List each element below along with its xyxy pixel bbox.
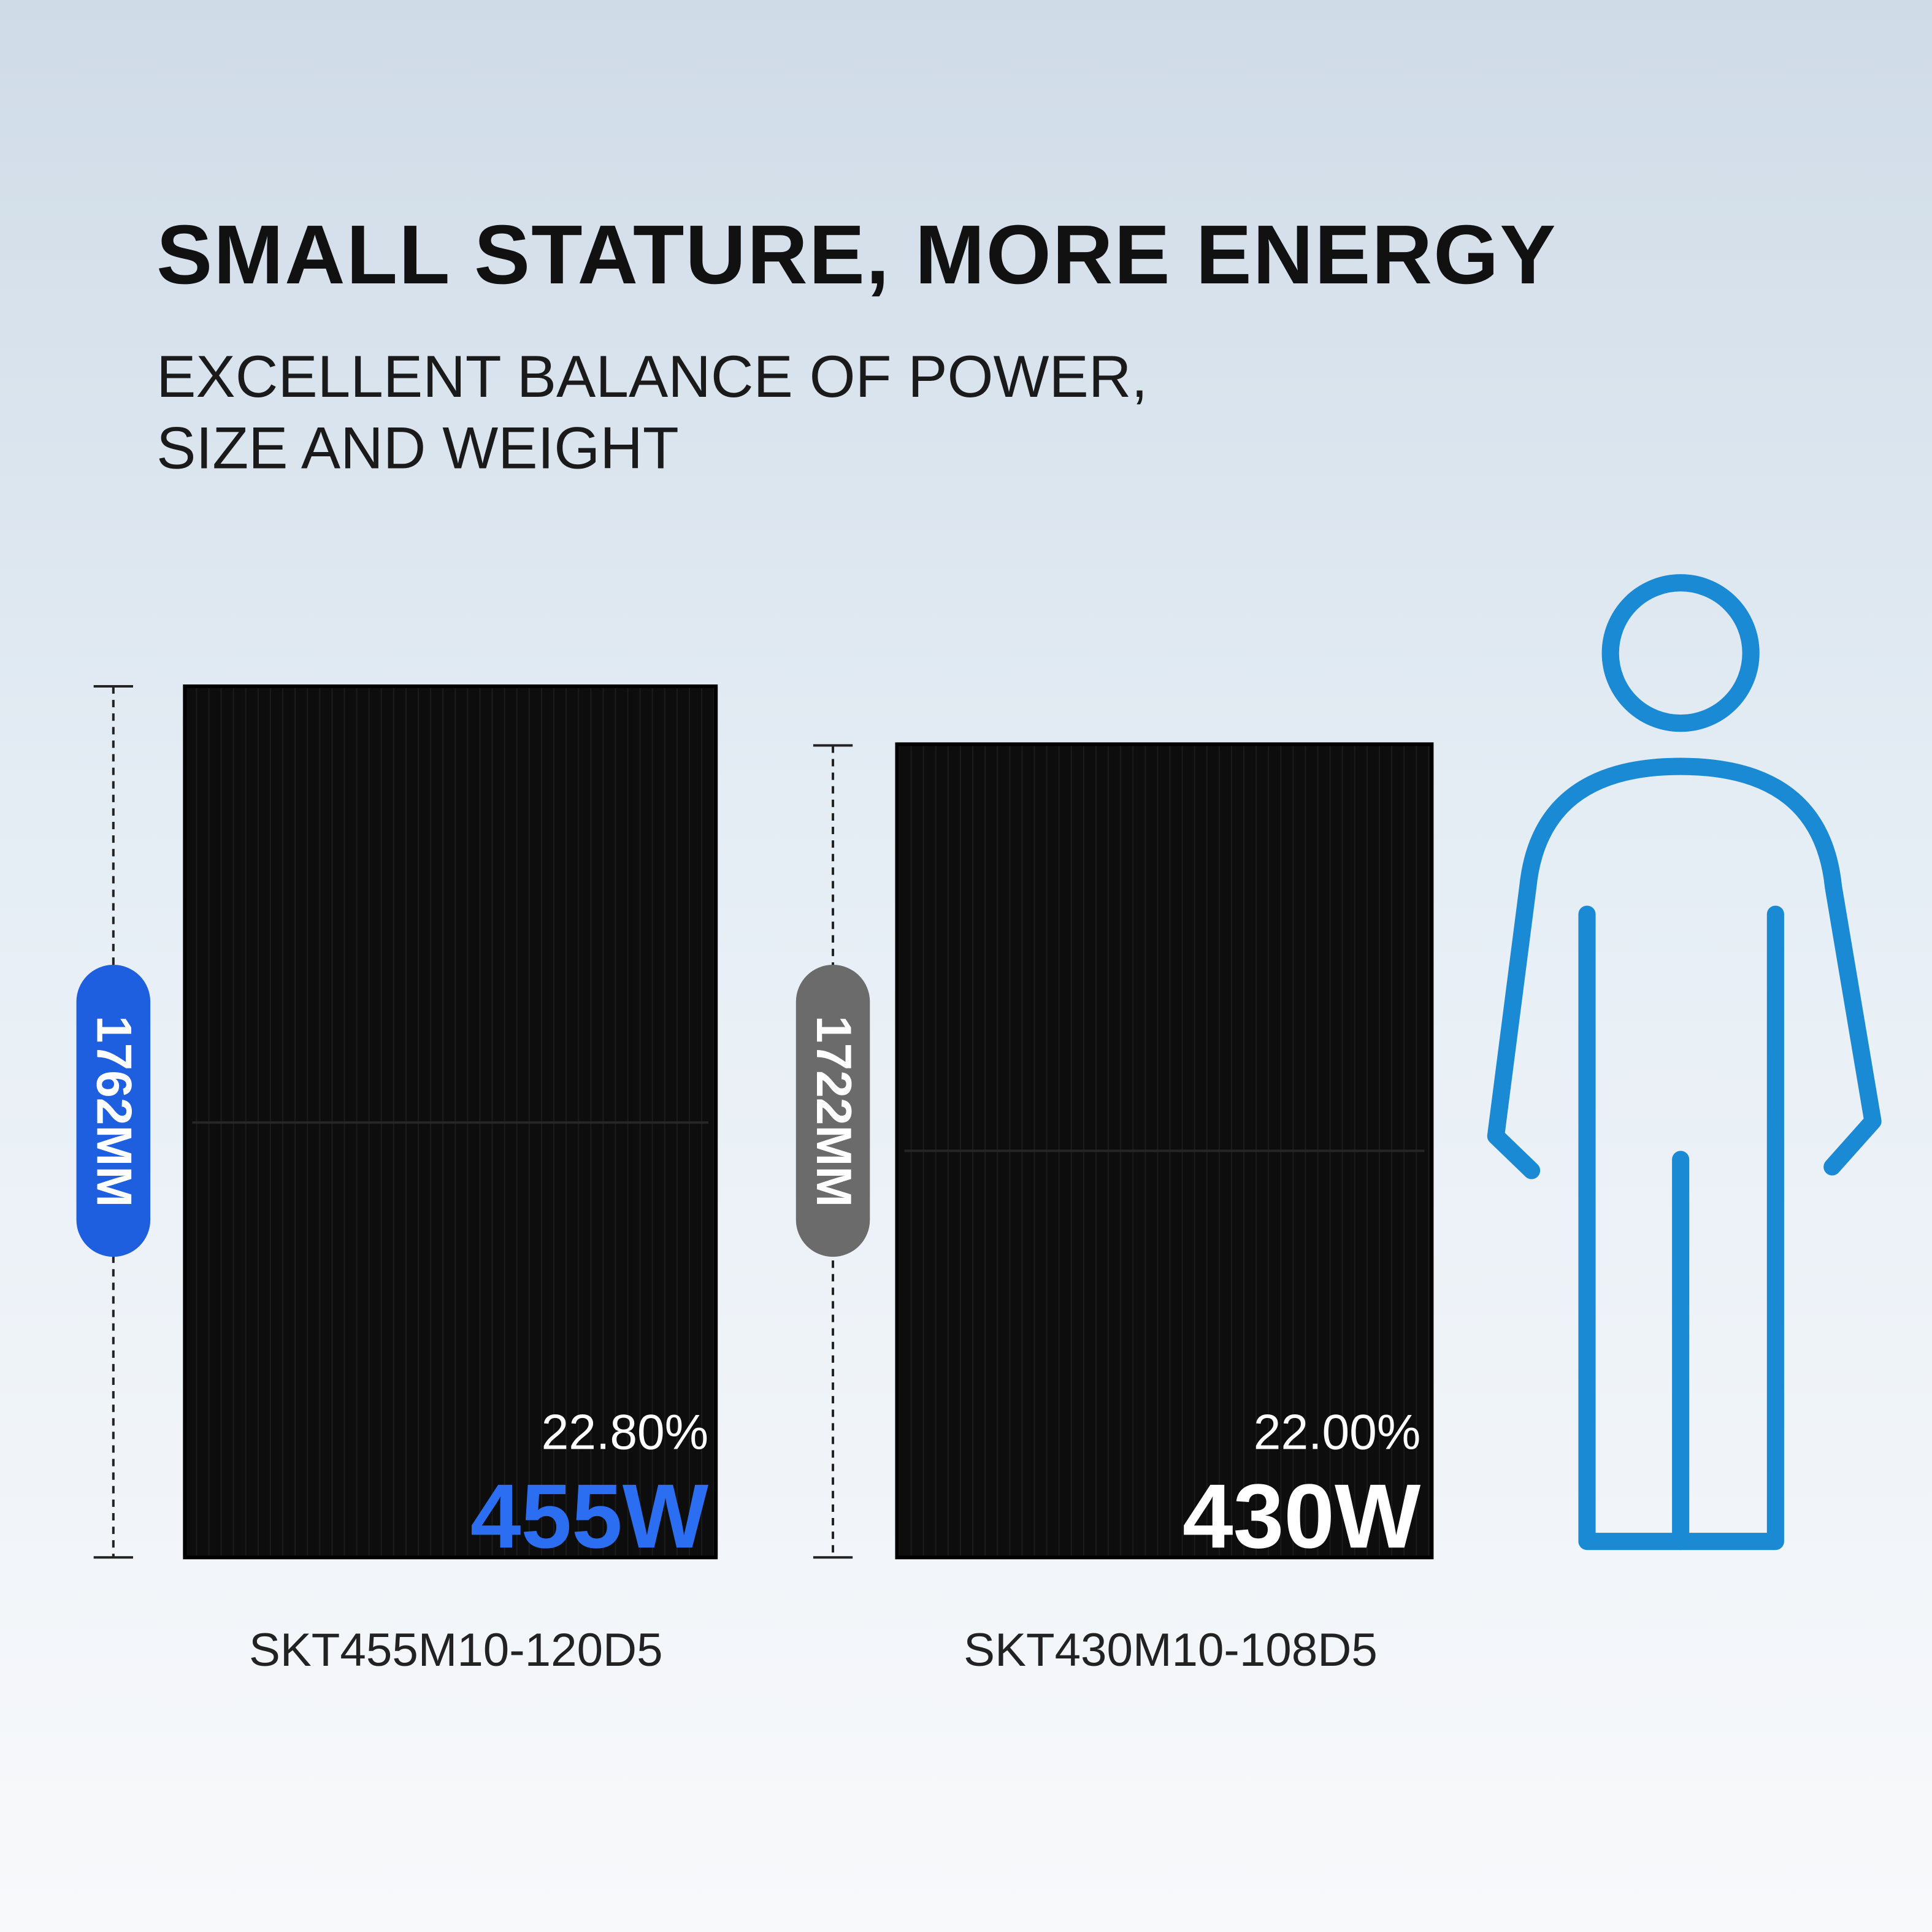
dimension-label: 1762MM: [86, 1016, 142, 1208]
title: SMALL STATURE, MORE ENERGY: [156, 207, 1557, 301]
subtitle: EXCELLENT BALANCE OF POWER,: [156, 344, 1148, 410]
person-icon: [1487, 574, 1882, 1551]
model: SKT455M10-120D5: [249, 1624, 663, 1676]
efficiency: 22.00%: [1254, 1405, 1421, 1460]
power: 430W: [1183, 1465, 1421, 1567]
subtitle: SIZE AND WEIGHT: [156, 415, 679, 481]
model: SKT430M10-108D5: [964, 1624, 1378, 1676]
dimension-pill: [76, 964, 151, 1257]
panel: 1762MM 22.80% 455W SKT455M10-120D5: [76, 684, 718, 1676]
efficiency: 22.80%: [542, 1405, 709, 1460]
panel: 1722MM 22.00% 430W SKT430M10-108D5: [795, 742, 1434, 1676]
dimension-label: 1722MM: [806, 1016, 861, 1208]
power: 455W: [470, 1465, 709, 1567]
dimension-pill: [795, 964, 870, 1257]
